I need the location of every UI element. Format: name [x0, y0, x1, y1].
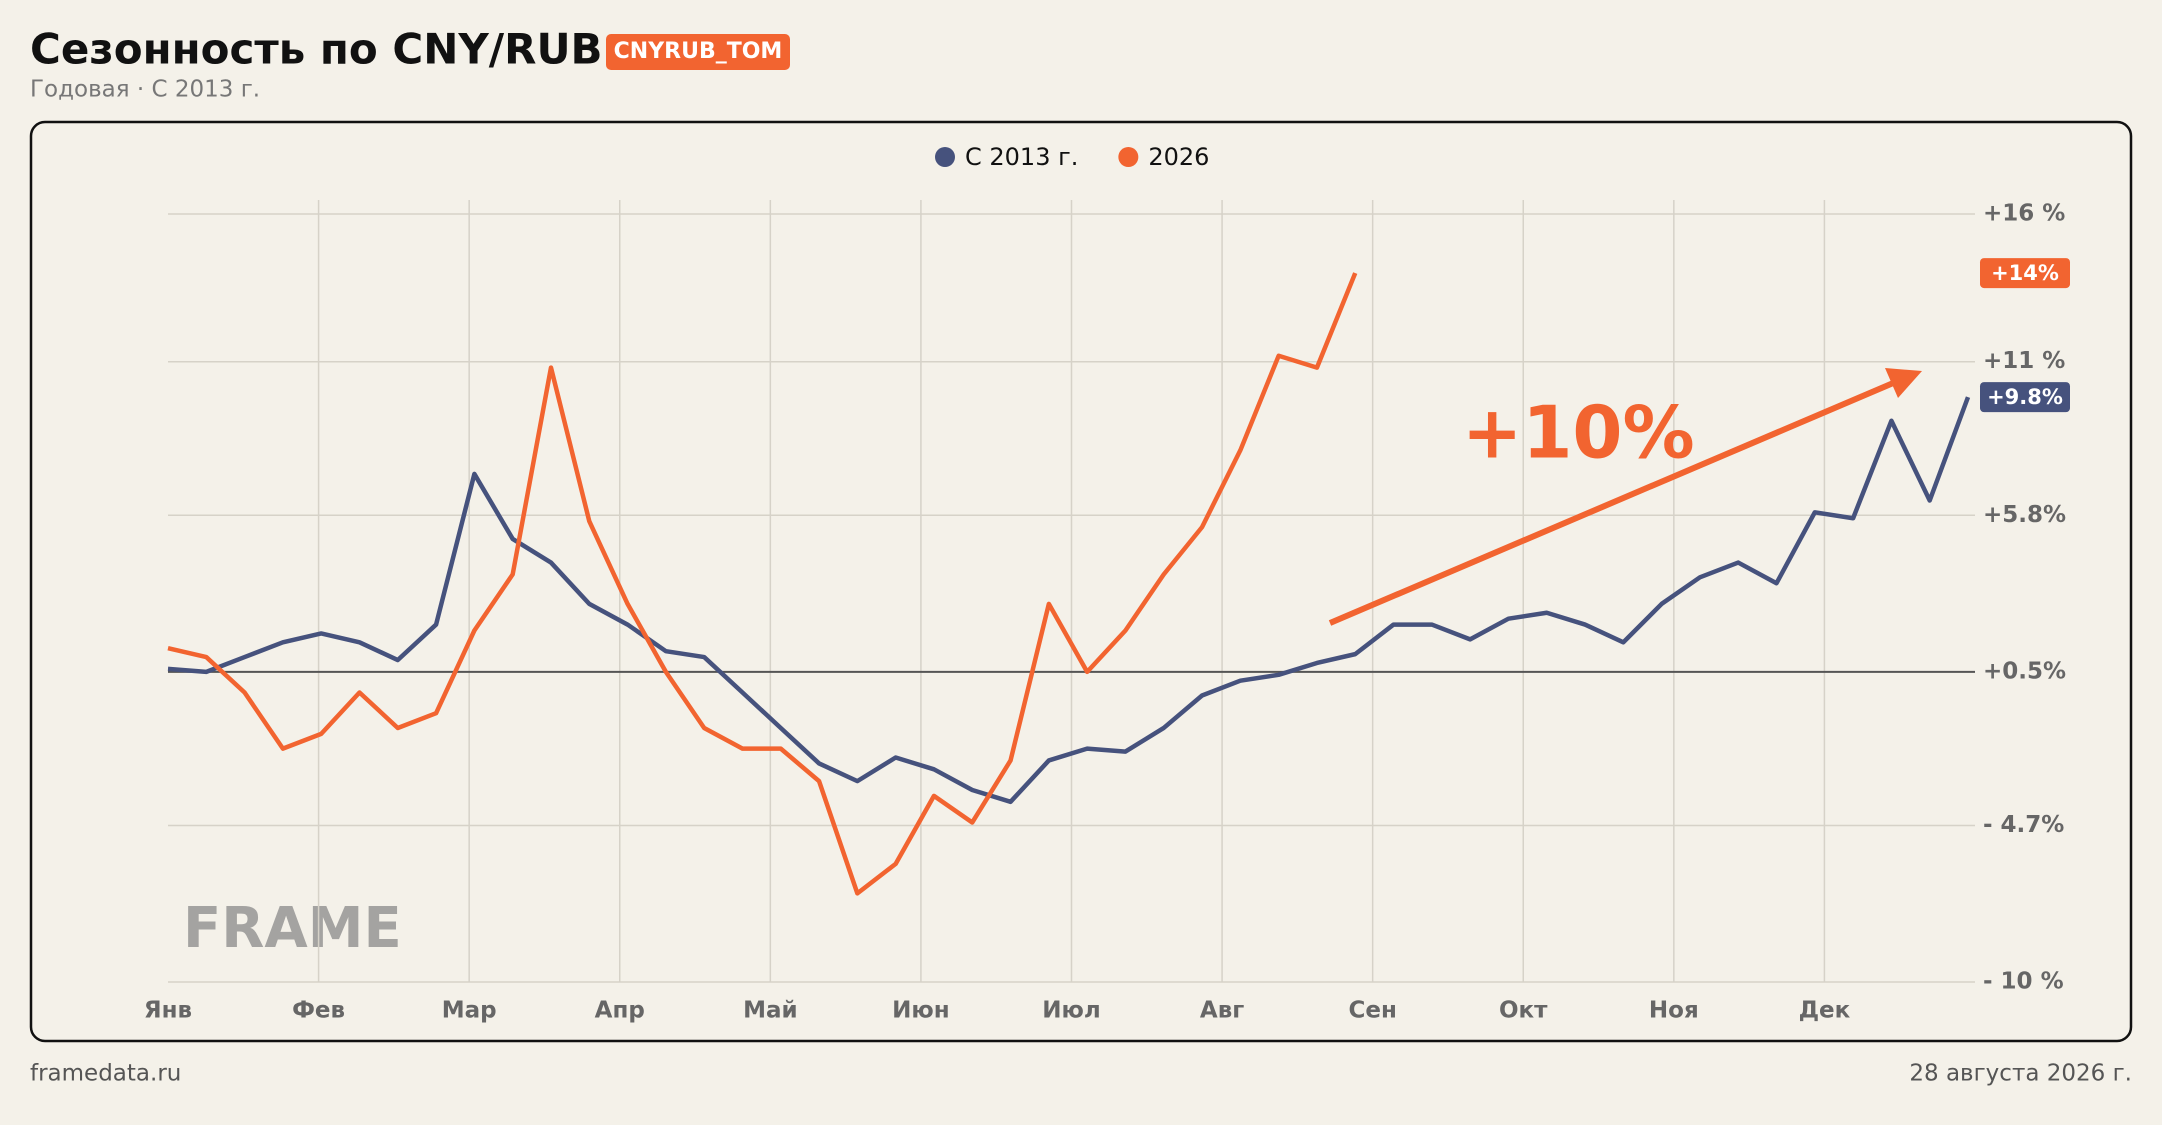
y-tick-label: - 10 %	[1983, 969, 2064, 995]
footer-date: 28 августа 2026 г.	[1909, 1061, 2132, 1087]
x-tick-label: Июн	[892, 998, 950, 1024]
badge-bg	[606, 34, 790, 70]
legend-label: 2026	[1148, 143, 1209, 171]
end-badge: +9.8%	[1987, 385, 2063, 409]
y-tick-label: +11 %	[1983, 348, 2065, 374]
y-tick-label: +16 %	[1983, 201, 2065, 227]
chart-title: Сезонность по CNY/RUB	[30, 25, 603, 74]
card	[29, 120, 2133, 1043]
x-tick-label: Июл	[1042, 998, 1100, 1024]
end-badge: +14%	[1991, 261, 2059, 285]
y-tick-label: +5.8%	[1983, 502, 2066, 528]
series-line	[167, 396, 1971, 805]
x-tick-label: Дек	[1799, 998, 1851, 1024]
x-tick-label: Фев	[292, 998, 345, 1024]
legend-label: С 2013 г.	[965, 143, 1078, 171]
watermark: FRAME	[183, 896, 402, 961]
badge: CNYRUB_TOM	[614, 39, 783, 64]
end-badge-bg	[1980, 258, 2070, 289]
arrow-head	[1885, 368, 1922, 398]
legend-swatch	[935, 147, 955, 167]
series-line	[167, 272, 1358, 896]
x-tick-label: Янв	[144, 998, 192, 1024]
x-tick-label: Сен	[1348, 998, 1396, 1024]
x-tick-label: Авг	[1200, 998, 1244, 1024]
annotation: +10%	[1462, 391, 1695, 475]
y-tick-label: - 4.7%	[1983, 812, 2064, 838]
y-tick-label: +0.5%	[1983, 658, 2066, 684]
x-tick-label: Май	[743, 998, 798, 1024]
arrow	[1328, 375, 1907, 626]
x-tick-label: Окт	[1499, 998, 1548, 1024]
x-tick-label: Апр	[595, 998, 645, 1024]
footer-source: framedata.ru	[30, 1061, 181, 1087]
subtitle: Годовая · С 2013 г.	[30, 77, 260, 103]
legend-swatch	[1118, 147, 1139, 167]
x-tick-label: Мар	[442, 998, 497, 1024]
x-tick-label: Ноя	[1649, 998, 1699, 1024]
end-badge-bg	[1980, 382, 2070, 413]
